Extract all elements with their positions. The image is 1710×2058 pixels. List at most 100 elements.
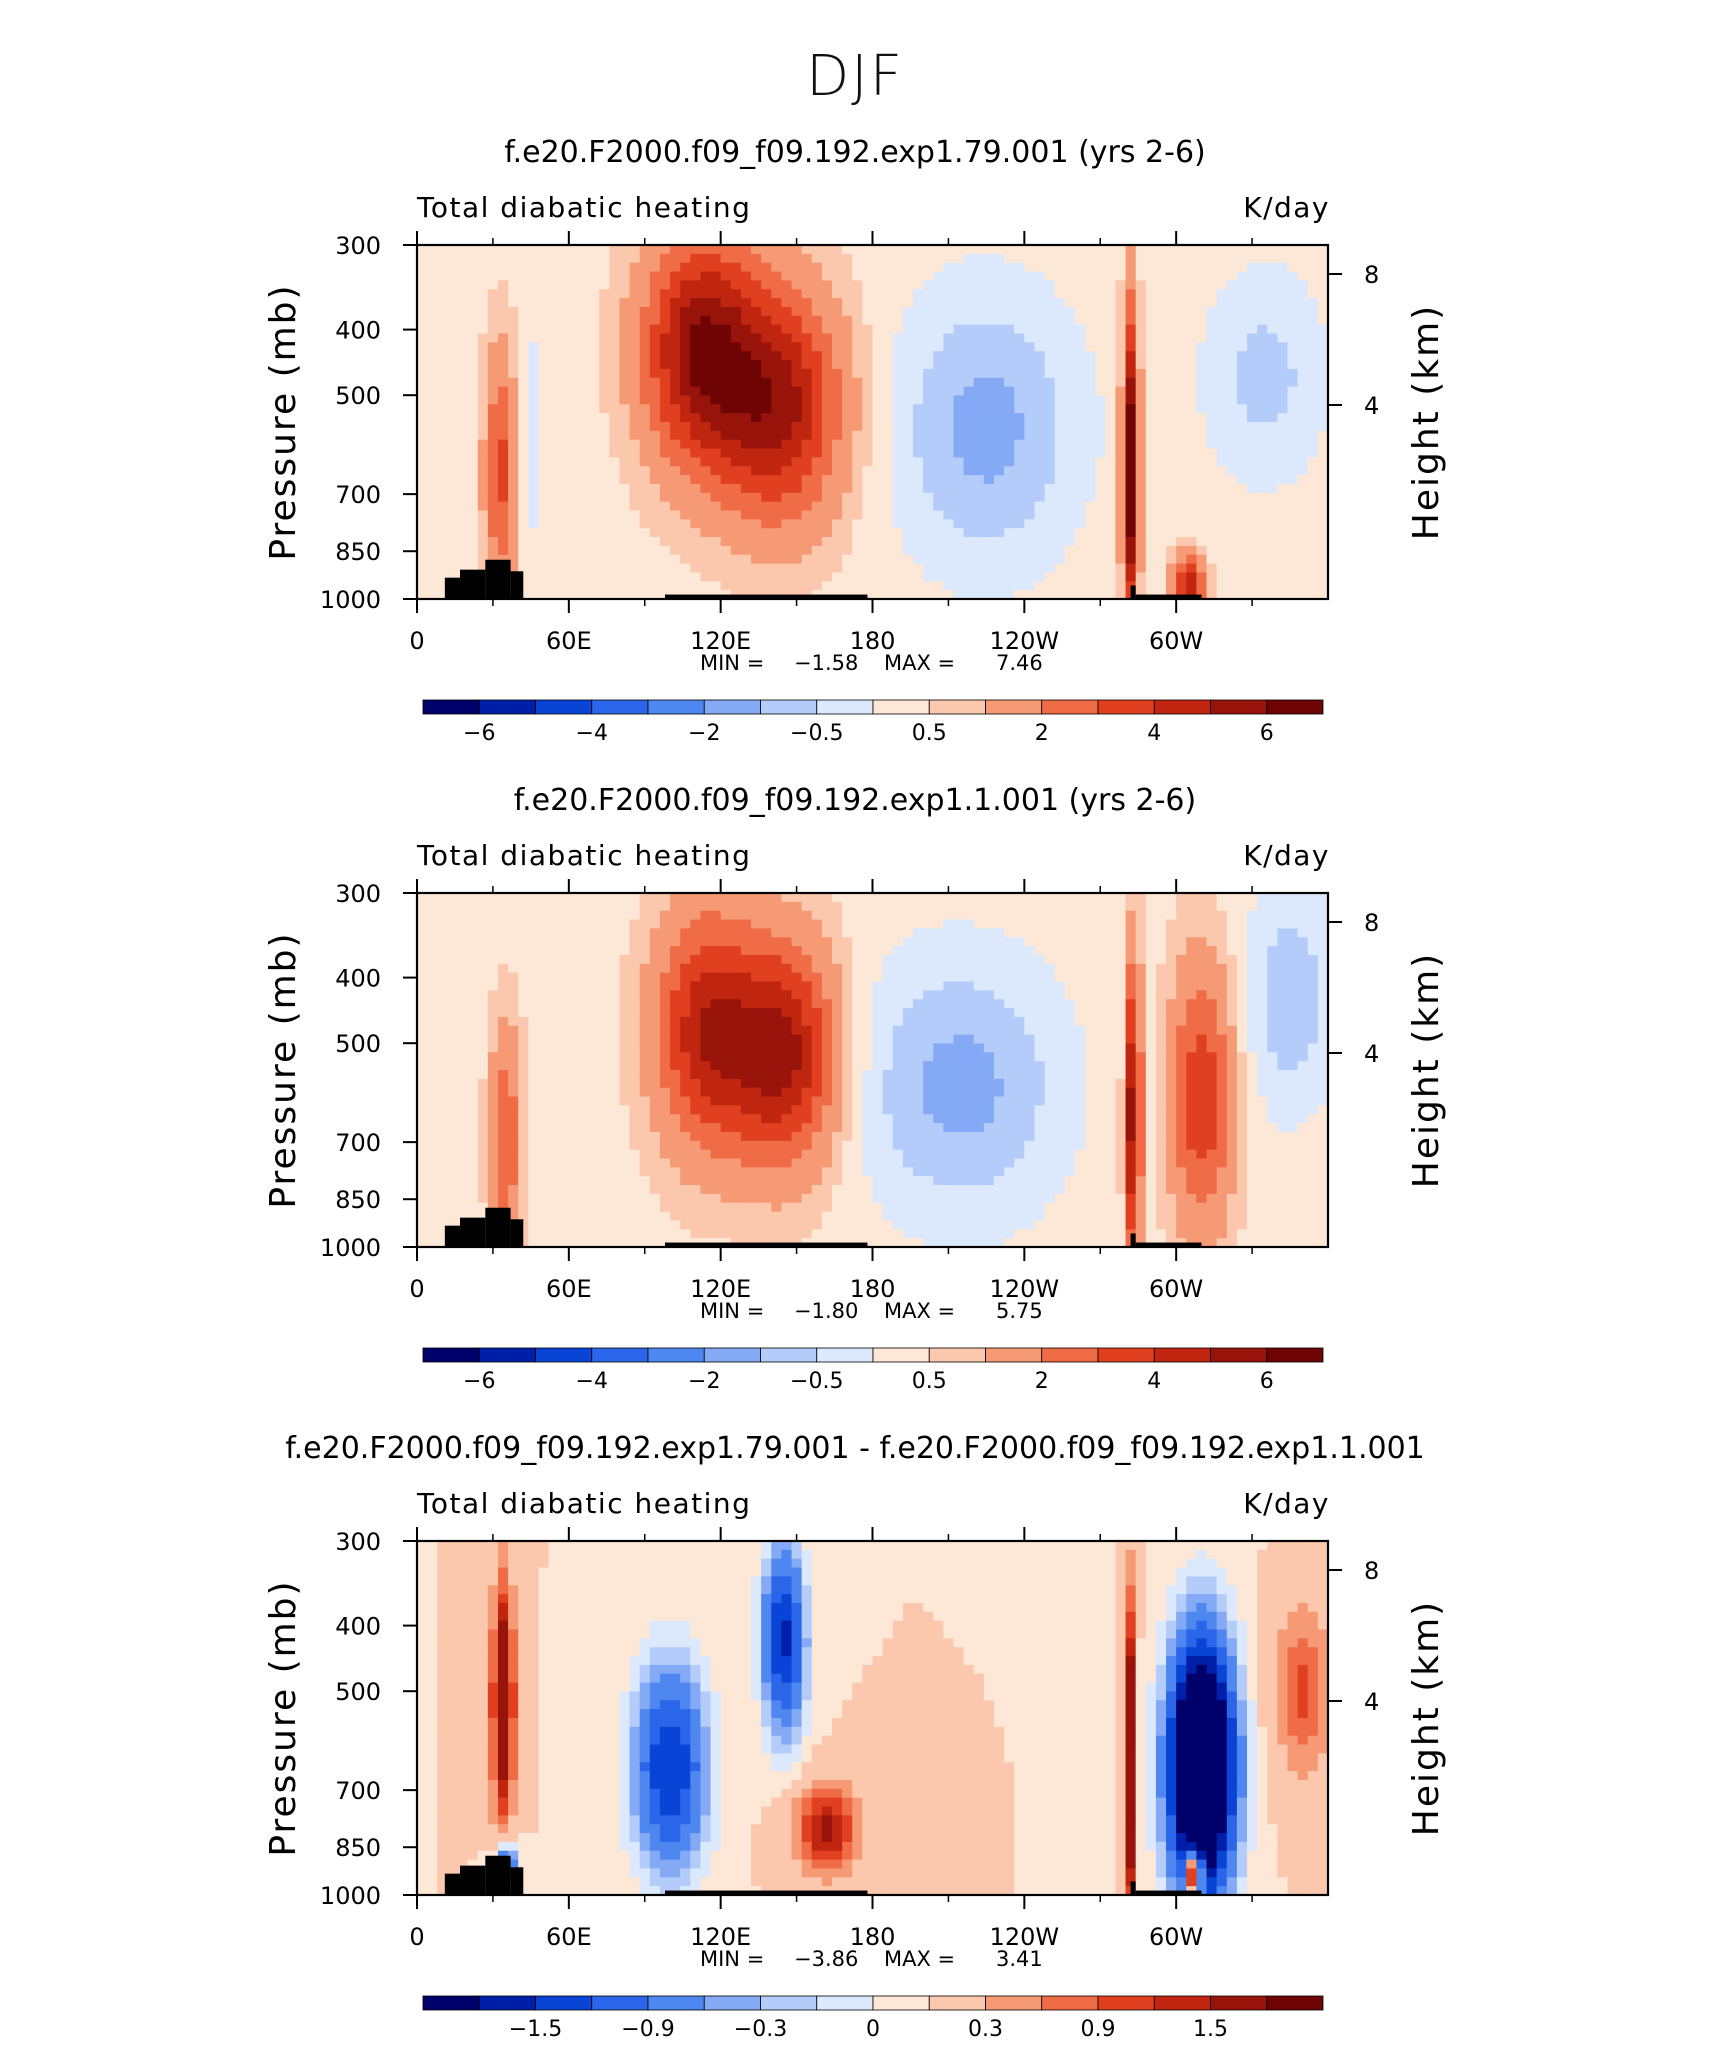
heatmap-cell xyxy=(1247,564,1258,573)
heatmap-cell xyxy=(437,449,448,458)
heatmap-cell xyxy=(468,457,479,466)
heatmap-cell xyxy=(589,999,600,1008)
heatmap-cell xyxy=(711,946,722,955)
heatmap-cell xyxy=(559,1229,570,1238)
heatmap-cell xyxy=(1004,422,1015,431)
heatmap-cell xyxy=(488,369,499,378)
heatmap-cell xyxy=(1095,475,1106,484)
heatmap-cell xyxy=(609,528,620,537)
heatmap-cell xyxy=(1146,342,1157,351)
heatmap-cell xyxy=(619,1167,630,1176)
heatmap-cell xyxy=(508,422,519,431)
heatmap-cell xyxy=(609,502,620,511)
heatmap-cell xyxy=(680,413,691,422)
heatmap-cell xyxy=(468,1070,479,1079)
heatmap-cell xyxy=(731,413,742,422)
heatmap-cell xyxy=(1298,360,1309,369)
heatmap-cell xyxy=(1217,519,1228,528)
heatmap-cell xyxy=(630,1159,641,1168)
heatmap-cell xyxy=(700,1097,711,1106)
heatmap-cell xyxy=(427,1052,438,1061)
heatmap-cell xyxy=(812,378,823,387)
heatmap-cell xyxy=(569,564,580,573)
heatmap-cell xyxy=(468,555,479,564)
heatmap-cell xyxy=(883,387,894,396)
heatmap-cell xyxy=(893,466,904,475)
heatmap-cell xyxy=(943,511,954,520)
heatmap-cell xyxy=(488,404,499,413)
heatmap-cell xyxy=(640,1114,651,1123)
heatmap-cell xyxy=(761,449,772,458)
heatmap-cell xyxy=(518,555,529,564)
heatmap-cell xyxy=(953,342,964,351)
heatmap-cell xyxy=(812,360,823,369)
max-label: MAX = xyxy=(884,651,955,675)
heatmap-cell xyxy=(417,528,428,537)
heatmap-cell xyxy=(427,999,438,1008)
heatmap-cell xyxy=(1227,245,1238,254)
heatmap-cell xyxy=(883,325,894,334)
heatmap-cell xyxy=(468,263,479,272)
heatmap-cell xyxy=(771,555,782,564)
heatmap-cell xyxy=(812,254,823,263)
heatmap-cell xyxy=(599,990,610,999)
heatmap-cell xyxy=(1075,519,1086,528)
heatmap-cell xyxy=(761,298,772,307)
heatmap-cell xyxy=(518,484,529,493)
heatmap-cell xyxy=(883,263,894,272)
heatmap-cell xyxy=(1267,334,1278,343)
heatmap-cell xyxy=(1176,272,1187,281)
heatmap-cell xyxy=(1308,272,1319,281)
heatmap-cell xyxy=(680,1203,691,1212)
heatmap-cell xyxy=(478,1097,489,1106)
heatmap-cell xyxy=(630,307,641,316)
heatmap-cell xyxy=(457,1070,468,1079)
heatmap-cell xyxy=(741,1061,752,1070)
heatmap-cell xyxy=(650,990,661,999)
heatmap-cell xyxy=(1217,254,1228,263)
heatmap-cell xyxy=(1095,298,1106,307)
heatmap-cell xyxy=(974,564,985,573)
heatmap-cell xyxy=(923,493,934,502)
heatmap-cell xyxy=(711,1070,722,1079)
heatmap-cell xyxy=(417,1229,428,1238)
heatmap-cell xyxy=(1277,307,1288,316)
heatmap-cell xyxy=(498,937,509,946)
heatmap-cell xyxy=(630,1052,641,1061)
heatmap-cell xyxy=(518,413,529,422)
heatmap-cell xyxy=(447,325,458,334)
heatmap-cell xyxy=(943,298,954,307)
heatmap-cell xyxy=(660,351,671,360)
heatmap-cell xyxy=(589,1026,600,1035)
heatmap-cell xyxy=(518,263,529,272)
heatmap-cell xyxy=(781,493,792,502)
heatmap-cell xyxy=(538,1150,549,1159)
heatmap-cell xyxy=(700,1070,711,1079)
heatmap-cell xyxy=(1045,413,1056,422)
heatmap-cell xyxy=(468,280,479,289)
heatmap-cell xyxy=(488,1150,499,1159)
heatmap-cell xyxy=(1004,325,1015,334)
heatmap-cell xyxy=(751,431,762,440)
heatmap-cell xyxy=(670,1185,681,1194)
heatmap-cell xyxy=(822,272,833,281)
heatmap-cell xyxy=(751,378,762,387)
heatmap-cell xyxy=(427,893,438,902)
terrain-block xyxy=(485,560,510,599)
heatmap-cell xyxy=(650,572,661,581)
heatmap-cell xyxy=(1308,422,1319,431)
heatmap-cell xyxy=(1095,511,1106,520)
heatmap-cell xyxy=(1298,511,1309,520)
heatmap-cell xyxy=(1136,572,1147,581)
heatmap-cell xyxy=(1146,289,1157,298)
heatmap-cell xyxy=(1115,484,1126,493)
heatmap-cell xyxy=(1166,537,1177,546)
figure-title: DJF xyxy=(0,44,1710,109)
heatmap-cell xyxy=(589,1114,600,1123)
heatmap-cell xyxy=(457,245,468,254)
heatmap-cell xyxy=(842,289,853,298)
heatmap-cell xyxy=(731,1052,742,1061)
heatmap-cell xyxy=(731,351,742,360)
colorbar-box xyxy=(761,700,817,714)
heatmap-cell xyxy=(953,254,964,263)
